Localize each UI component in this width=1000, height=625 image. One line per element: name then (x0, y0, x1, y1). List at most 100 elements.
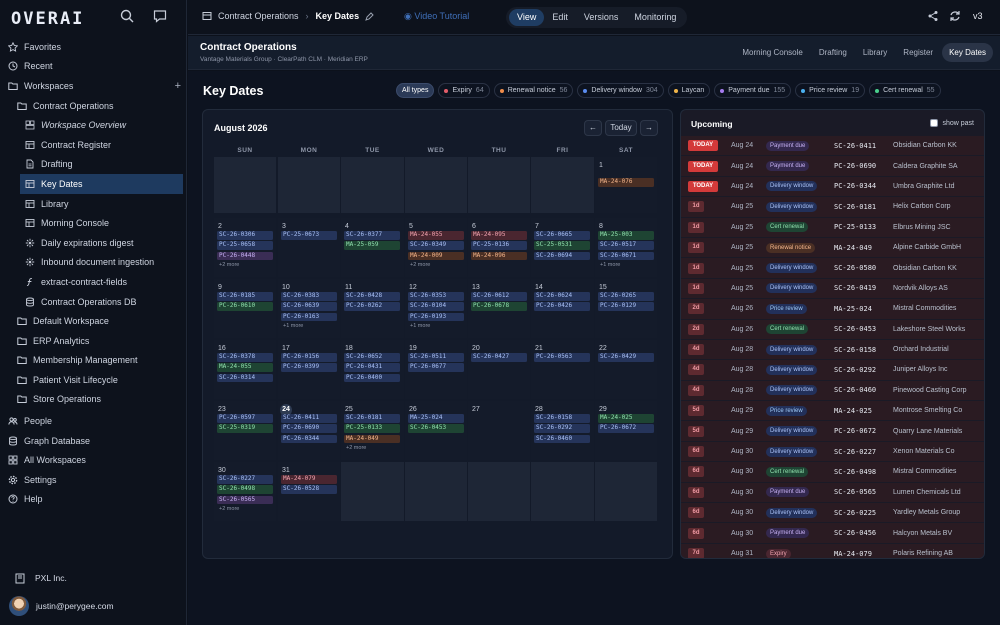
upcoming-row[interactable]: 2d Aug 26 Cert renewal SC-26-0453 Lakeshore … (681, 319, 984, 340)
calendar-event[interactable]: SC-26-0652 (344, 353, 400, 362)
sidebar-item-store-operations[interactable]: Store Operations (0, 390, 187, 410)
calendar-event[interactable]: PC-26-0163 (281, 312, 337, 322)
calendar-day[interactable]: 3 PC-25-0673 (278, 218, 340, 277)
calendar-event[interactable]: PC-26-0678 (471, 302, 527, 311)
calendar-day[interactable]: 5 MA-24-055 SC-26-0349 MA-24-009 +2 more (405, 218, 467, 277)
mode-tab-versions[interactable]: Versions (583, 12, 619, 22)
calendar-event[interactable]: MA-25-059 (344, 241, 400, 250)
show-past-toggle[interactable]: show past (930, 119, 974, 127)
upcoming-row[interactable]: 1d Aug 25 Delivery window SC-26-0419 Nordvik… (681, 278, 984, 300)
org-switcher[interactable]: PXL Inc. (14, 572, 67, 584)
contract-id[interactable]: PC-26-0672 (834, 427, 877, 436)
tab-register[interactable]: Register (903, 48, 934, 57)
calendar-event[interactable]: MA-24-009 (408, 251, 464, 261)
contract-id[interactable]: PC-25-0133 (834, 223, 877, 232)
sidebar-item-key-dates[interactable]: Key Dates (20, 174, 183, 194)
today-button[interactable]: Today (605, 120, 637, 136)
sidebar-item-erp-analytics[interactable]: ERP Analytics (0, 331, 187, 351)
calendar-event[interactable]: SC-26-0694 (534, 251, 590, 261)
calendar-event[interactable]: PC-26-0344 (281, 434, 337, 444)
sidebar-item-help[interactable]: Help (0, 490, 187, 510)
sidebar-item-favorites[interactable]: Favorites (0, 37, 187, 57)
upcoming-row[interactable]: TODAY Aug 24 Payment due PC-26-0690 Caldera … (681, 156, 984, 177)
calendar-event[interactable]: SC-26-0460 (534, 434, 590, 444)
calendar-day[interactable]: 20 SC-26-0427 (468, 340, 530, 399)
calendar-event[interactable]: SC-26-0498 (217, 485, 273, 494)
calendar-event[interactable]: PC-25-0133 (344, 424, 400, 433)
calendar-event[interactable]: SC-26-0158 (534, 414, 590, 423)
sidebar-item-extract-contract-fields[interactable]: extract-contract-fields (0, 272, 187, 292)
contract-id[interactable]: SC-26-0498 (834, 467, 877, 476)
upcoming-row[interactable]: 6d Aug 30 Payment due SC-26-0456 Halcyon Met… (681, 523, 984, 544)
calendar-event[interactable]: SC-26-0428 (344, 292, 400, 301)
sidebar-item-all-workspaces[interactable]: All Workspaces (0, 450, 187, 470)
calendar-event[interactable]: MA-24-049 (344, 434, 400, 444)
calendar-day[interactable]: 27 (468, 401, 530, 460)
upcoming-row[interactable]: 1d Aug 25 Delivery window SC-26-0181 Helix C… (681, 197, 984, 218)
calendar-event[interactable]: MA-24-076 (598, 178, 654, 187)
tab-library[interactable]: Library (862, 48, 888, 57)
contract-id[interactable]: SC-26-0419 (834, 284, 877, 293)
upcoming-row[interactable]: 2d Aug 26 Price review MA-25-024 Mistral Com… (681, 299, 984, 320)
calendar-day[interactable]: 6 MA-24-095 PC-25-0136 MA-24-096 (468, 218, 530, 277)
contract-id[interactable]: SC-26-0565 (834, 488, 877, 497)
calendar-event[interactable]: PC-26-0597 (217, 414, 273, 423)
sidebar-item-settings[interactable]: Settings (0, 470, 187, 490)
more-events-link[interactable]: +2 more (219, 261, 240, 268)
upcoming-row[interactable]: 5d Aug 29 Delivery window PC-26-0672 Quarry … (681, 421, 984, 442)
calendar-event[interactable]: PC-26-0448 (217, 251, 273, 261)
sidebar-item-recent[interactable]: Recent (0, 57, 187, 77)
filter-chip-laycan[interactable]: Laycan (667, 83, 711, 98)
contract-id[interactable]: MA-24-049 (834, 243, 872, 252)
video-tutorial-link[interactable]: ◉ Video Tutorial (404, 11, 469, 22)
calendar-event[interactable]: SC-25-0319 (217, 424, 273, 433)
calendar-day[interactable]: 8 MA-25-003 SC-26-0517 SC-26-0671 +1 more (595, 218, 657, 277)
calendar-event[interactable]: PC-26-0690 (281, 424, 337, 433)
share-icon[interactable] (927, 10, 941, 24)
mode-tab-view[interactable]: View (509, 9, 545, 26)
filter-chip-price-review[interactable]: Price review 19 (795, 83, 866, 98)
calendar-event[interactable]: PC-26-0129 (598, 302, 654, 311)
calendar-day[interactable]: 15 SC-26-0265 PC-26-0129 (595, 279, 657, 338)
sidebar-item-workspaces[interactable]: Workspaces + (0, 76, 187, 96)
calendar-event[interactable]: PC-25-0658 (217, 241, 273, 250)
contract-id[interactable]: SC-26-0411 (834, 141, 877, 150)
calendar-event[interactable]: SC-26-0104 (408, 302, 464, 311)
calendar-event[interactable]: SC-26-0453 (408, 424, 464, 433)
calendar-day[interactable]: 31 MA-24-079 SC-26-0528 (278, 462, 340, 521)
calendar-event[interactable]: SC-26-0565 (217, 495, 273, 505)
calendar-event[interactable]: SC-26-0181 (344, 414, 400, 423)
filter-chip-expiry[interactable]: Expiry 64 (438, 83, 490, 98)
more-events-link[interactable]: +1 more (600, 261, 621, 268)
mode-tab-edit[interactable]: Edit (552, 12, 568, 22)
user-menu[interactable]: justin@perygee.com (9, 596, 114, 616)
calendar-event[interactable]: PC-26-0610 (217, 302, 273, 311)
search-icon[interactable] (120, 9, 138, 27)
calendar-event[interactable]: PC-25-0673 (281, 231, 337, 240)
contract-id[interactable]: MA-24-079 (834, 549, 872, 558)
calendar-day[interactable]: 23 PC-26-0597 SC-25-0319 (214, 401, 276, 460)
sidebar-item-daily-expirations-digest[interactable]: Daily expirations digest (0, 233, 187, 253)
calendar-day[interactable]: 1 MA-24-076 (595, 157, 657, 213)
calendar-day[interactable]: 28 SC-26-0158 SC-26-0292 SC-26-0460 (531, 401, 594, 460)
prev-month-button[interactable]: ← (584, 120, 602, 136)
upcoming-row[interactable]: 6d Aug 30 Cert renewal SC-26-0498 Mistral Co… (681, 462, 984, 483)
sidebar-item-patient-visit-lifecycle[interactable]: Patient Visit Lifecycle (0, 370, 187, 390)
sidebar-item-library[interactable]: Library (0, 194, 187, 214)
calendar-event[interactable]: PC-26-0672 (598, 424, 654, 433)
calendar-event[interactable]: MA-24-055 (217, 363, 273, 372)
sidebar-item-people[interactable]: People (0, 411, 187, 431)
calendar-day[interactable]: 24 SC-26-0411 PC-26-0690 PC-26-0344 (278, 401, 340, 460)
pencil-icon[interactable] (365, 11, 374, 21)
upcoming-row[interactable]: TODAY Aug 24 Delivery window PC-26-0344 Umbr… (681, 176, 984, 198)
calendar-event[interactable]: PC-25-0136 (471, 241, 527, 250)
calendar-day[interactable]: 30 SC-26-0227 SC-26-0498 SC-26-0565 +2 more (214, 462, 276, 521)
calendar-day[interactable]: 22 SC-26-0429 (595, 340, 657, 399)
contract-id[interactable]: SC-26-0580 (834, 264, 877, 273)
calendar-event[interactable]: SC-26-0671 (598, 251, 654, 261)
upcoming-row[interactable]: 1d Aug 25 Renewal notice MA-24-049 Alpine Ca… (681, 237, 984, 259)
upcoming-row[interactable]: 5d Aug 29 Price review MA-24-025 Montrose Sm… (681, 401, 984, 422)
upcoming-row[interactable]: 4d Aug 28 Delivery window SC-26-0292 Juniper… (681, 360, 984, 381)
breadcrumb-workspace[interactable]: Contract Operations (218, 11, 299, 21)
calendar-event[interactable]: SC-26-0511 (408, 353, 464, 362)
